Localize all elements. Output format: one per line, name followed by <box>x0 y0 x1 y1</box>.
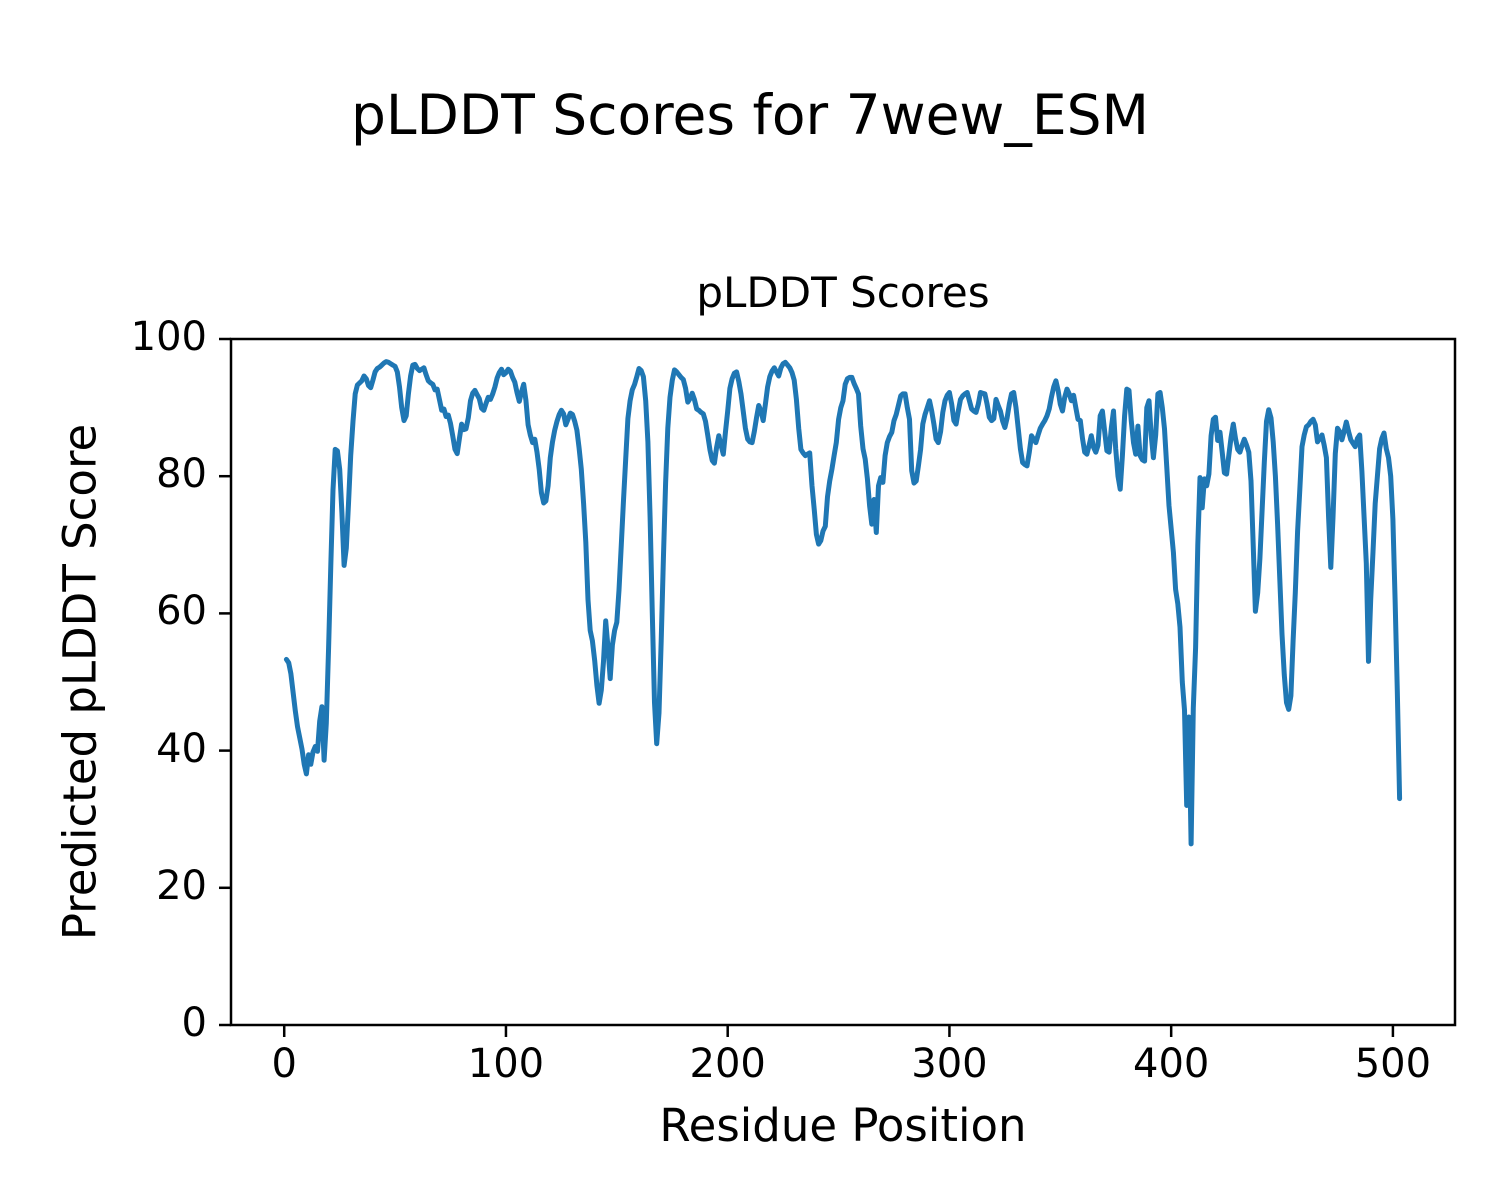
y-tick-label: 40 <box>156 725 207 772</box>
x-tick-label: 500 <box>1354 1041 1432 1087</box>
y-tick-label: 100 <box>130 314 207 361</box>
y-axis-label: Predicted pLDDT Score <box>53 423 107 941</box>
axes-title: pLDDT Scores <box>696 268 990 317</box>
axes-spines <box>229 337 1457 1027</box>
y-tick-label: 80 <box>156 451 207 498</box>
figure-title: pLDDT Scores for 7wew_ESM <box>350 83 1150 147</box>
y-tick-label: 60 <box>156 588 207 635</box>
x-axis-label: Residue Position <box>659 1099 1027 1152</box>
y-tick-label: 0 <box>181 1000 207 1047</box>
x-tick-label: 200 <box>689 1041 766 1087</box>
x-tick-label: 100 <box>467 1041 545 1087</box>
y-tick-label: 20 <box>156 863 207 910</box>
x-tick-label: 300 <box>911 1041 988 1087</box>
x-tick-label: 400 <box>1132 1041 1210 1087</box>
tick-marks <box>219 337 1395 1037</box>
x-tick-label: 0 <box>271 1041 297 1087</box>
plddt-line <box>283 359 1403 847</box>
